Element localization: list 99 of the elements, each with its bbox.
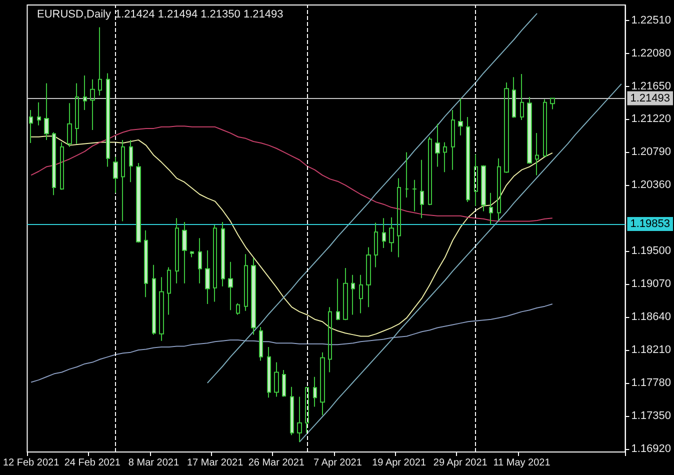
candlestick (75, 82, 79, 144)
chart-title: EURUSD,Daily (37, 8, 112, 20)
candlestick (67, 102, 72, 148)
candlestick (543, 98, 547, 158)
candlestick (535, 132, 539, 176)
candlestick (497, 158, 501, 221)
y-tick-label: 1.17780 (631, 376, 672, 389)
candlestick (113, 156, 118, 194)
x-tick-label: 19 Apr 2021 (372, 458, 426, 468)
ref-line-label: 1.19853 (630, 218, 670, 230)
ref-line-label: 1.21493 (630, 92, 670, 104)
candlestick (443, 142, 447, 173)
candlestick (412, 179, 417, 212)
candlestick (313, 376, 317, 408)
candlestick (221, 221, 225, 287)
candlestick (359, 274, 363, 314)
x-tick-label: 7 Apr 2021 (314, 458, 362, 468)
candlestick (290, 386, 294, 436)
candlestick (198, 238, 202, 284)
candlestick (520, 74, 524, 121)
candlestick (83, 75, 87, 111)
line-series (298, 83, 622, 443)
candlestick (121, 139, 125, 222)
candlestick (52, 132, 56, 196)
candlestick (366, 246, 371, 308)
candlestick (512, 76, 516, 118)
y-tick-label: 1.21220 (631, 113, 672, 126)
candlestick (282, 369, 286, 398)
candlestick (98, 26, 102, 96)
candlestick (328, 306, 332, 373)
candlestick (481, 164, 486, 212)
candlestick (228, 261, 233, 311)
y-tick-label: 1.19070 (631, 278, 672, 290)
candlestick (205, 250, 210, 305)
candlestick (175, 218, 179, 284)
candlestick (420, 159, 424, 219)
candlestick (182, 221, 187, 284)
x-tick-label: 12 Feb 2021 (2, 458, 60, 468)
x-tick-label: 11 May 2021 (493, 458, 551, 468)
line-series (30, 304, 553, 383)
line-series (30, 126, 553, 222)
x-tick-label: 17 Mar 2021 (186, 458, 244, 468)
candlestick (267, 346, 271, 398)
candlestick (37, 102, 41, 126)
x-tick-label: 8 Mar 2021 (128, 458, 180, 468)
candlestick (435, 123, 440, 168)
candlestick (428, 136, 432, 206)
candlestick (504, 82, 509, 174)
y-tick-label: 1.18210 (631, 344, 672, 356)
candlestick (213, 224, 217, 302)
candlestick (405, 152, 409, 198)
candlestick (397, 178, 401, 258)
y-tick-label: 1.18640 (631, 311, 672, 324)
candlestick (144, 230, 148, 298)
y-tick-label: 1.16920 (631, 442, 672, 455)
x-tick-label: 29 Apr 2021 (433, 458, 488, 468)
candlestick (129, 139, 133, 183)
candlestick (458, 98, 463, 136)
candlestick (259, 326, 263, 362)
y-tick-label: 1.22510 (631, 14, 672, 26)
candlestick (297, 396, 302, 443)
candlestick (236, 302, 240, 316)
candlestick (60, 142, 64, 190)
candlestick (244, 254, 248, 312)
candlestick (451, 110, 455, 170)
candlestick (343, 267, 348, 321)
candlestick (382, 218, 386, 249)
candlestick (466, 116, 470, 203)
candlestick (550, 98, 555, 110)
y-tick-label: 1.20360 (631, 179, 672, 192)
candlestick (29, 110, 33, 144)
y-tick-label: 1.21650 (631, 80, 672, 92)
candlestick (389, 216, 394, 252)
candlestick (167, 266, 171, 316)
candlestick (374, 222, 378, 268)
candlestick (351, 274, 355, 316)
x-tick-label: 26 Mar 2021 (248, 458, 305, 468)
candlestick (106, 72, 110, 168)
candlestick (474, 154, 478, 206)
candlestick (159, 276, 164, 342)
y-tick-label: 1.17350 (631, 410, 672, 422)
candlestick (320, 352, 325, 416)
y-tick-label: 1.22080 (631, 47, 672, 60)
candlestick (527, 96, 532, 164)
candlestick (489, 192, 493, 225)
candlestick (90, 78, 95, 130)
candlestick (44, 82, 49, 140)
candlestick (305, 386, 309, 434)
line-series (30, 136, 553, 337)
y-tick-label: 1.19500 (631, 245, 672, 258)
chart-subtitle: 1.21424 1.21494 1.21350 1.21493 (115, 8, 284, 20)
candlestick (274, 362, 279, 398)
y-tick-label: 1.20790 (631, 146, 672, 158)
candlestick (190, 250, 194, 258)
candlestick (152, 264, 156, 336)
candlestick (136, 162, 141, 244)
candlestick (251, 258, 256, 336)
candlestick (336, 278, 340, 321)
x-tick-label: 24 Feb 2021 (64, 458, 121, 468)
